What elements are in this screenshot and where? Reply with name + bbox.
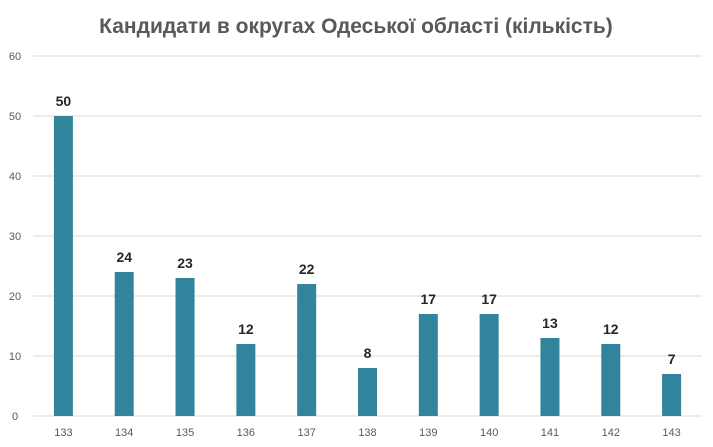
- y-tick-label: 30: [9, 231, 21, 243]
- x-tick-label-136: 136: [237, 427, 255, 439]
- data-label-141: 13: [542, 315, 558, 331]
- data-label-134: 24: [116, 249, 132, 265]
- data-label-142: 12: [603, 321, 619, 337]
- data-label-136: 12: [238, 321, 254, 337]
- bar-136: [236, 344, 256, 416]
- data-label-137: 22: [299, 261, 315, 277]
- x-tick-label-133: 133: [54, 427, 72, 439]
- data-labels: 50 24 23 12 22 8 17 17 13 12 7: [56, 93, 676, 367]
- x-tick-label-141: 141: [541, 427, 559, 439]
- y-tick-label: 10: [9, 351, 21, 363]
- y-tick-label: 0: [12, 411, 18, 423]
- x-tick-label-138: 138: [358, 427, 376, 439]
- x-tick-label-142: 142: [602, 427, 620, 439]
- y-axis-ticks: 0 10 20 30 40 50 60: [9, 51, 21, 423]
- chart-title: Кандидати в округах Одеської області (кі…: [99, 15, 613, 38]
- x-axis-ticks: 133 134 135 136 137 138 139 140 141 142 143: [54, 427, 681, 439]
- x-tick-label-137: 137: [298, 427, 316, 439]
- bar-134: [114, 272, 134, 416]
- data-label-139: 17: [421, 291, 437, 307]
- data-label-138: 8: [364, 345, 372, 361]
- bar-139: [418, 314, 438, 416]
- data-label-140: 17: [481, 291, 497, 307]
- y-tick-label: 50: [9, 111, 21, 123]
- data-label-135: 23: [177, 255, 193, 271]
- bar-138: [358, 368, 377, 416]
- x-tick-label-135: 135: [176, 427, 194, 439]
- x-tick-label-140: 140: [480, 427, 498, 439]
- y-tick-label: 40: [9, 171, 21, 183]
- bar-135: [175, 278, 195, 416]
- data-label-133: 50: [56, 93, 72, 109]
- bar-141: [540, 338, 560, 416]
- y-tick-label: 60: [9, 51, 21, 63]
- gridlines: [33, 55, 702, 417]
- x-tick-label-143: 143: [662, 427, 680, 439]
- bar-143: [662, 374, 682, 416]
- x-tick-label-134: 134: [115, 427, 133, 439]
- bars: [53, 116, 682, 416]
- bar-137: [297, 284, 317, 416]
- bar-133: [53, 116, 73, 416]
- bar-142: [601, 344, 621, 416]
- y-tick-label: 20: [9, 291, 21, 303]
- data-label-143: 7: [668, 351, 676, 367]
- bar-140: [479, 314, 499, 416]
- x-tick-label-139: 139: [419, 427, 437, 439]
